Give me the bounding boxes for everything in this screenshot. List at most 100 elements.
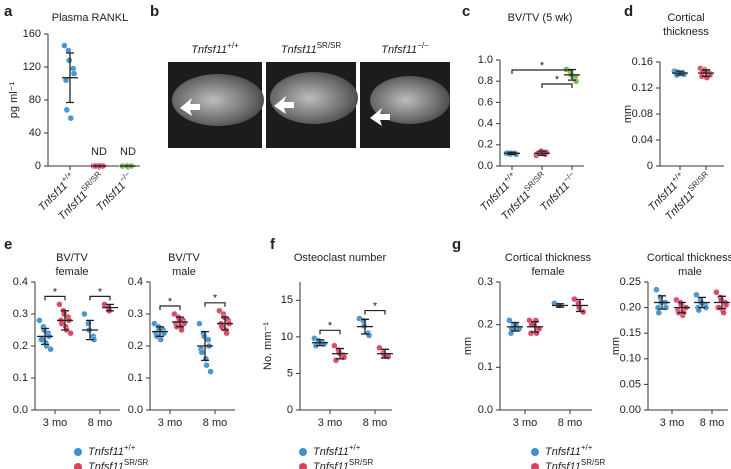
panel: e BV/TV female 0.0 0.1 0.2 0.3 0.4 3 mo 8 mo * * Tnf… [4, 236, 149, 469]
y-tick-label: 0.08 [632, 108, 653, 120]
image-label: Tnfsf11−/− [381, 41, 429, 56]
y-tick-label: 0.4 [478, 118, 493, 130]
y-tick-label: 0 [287, 404, 293, 416]
legend-marker [299, 463, 307, 469]
error-bar [381, 348, 389, 359]
error-bar [698, 296, 706, 309]
y-tick-label: 0.10 [620, 353, 641, 365]
data-point [703, 74, 710, 81]
y-tick-label: 0.2 [478, 319, 493, 331]
data-point [61, 42, 68, 49]
y-tick-label: 0.3 [13, 308, 28, 320]
panel-letter: g [452, 236, 461, 253]
y-tick-label: 0.15 [620, 327, 641, 339]
panel: Cortical thickness male mm 0.00 0.05 0.10 0.15… [610, 252, 731, 429]
y-tick-label: 0.12 [632, 82, 653, 94]
y-tick-label: 0.1 [128, 372, 143, 384]
error-bar [176, 316, 184, 328]
axes [149, 282, 235, 411]
data-point [532, 317, 539, 324]
chart-title: male [678, 266, 702, 278]
y-tick-label: 0.0 [478, 404, 493, 416]
x-tick-label: 3 mo [318, 417, 342, 429]
chart-title: female [55, 266, 88, 278]
chart-title: BV/TV [56, 252, 88, 264]
chart-title: BV/TV [168, 252, 200, 264]
image-label: Tnfsf11SR/SR [281, 41, 342, 56]
y-tick-label: 0 [35, 160, 41, 172]
data-point [198, 349, 206, 356]
chart-title: Plasma RANKL [52, 12, 128, 24]
y-tick-label: 0.00 [620, 404, 641, 416]
data-point [178, 326, 185, 334]
error-bar [66, 52, 74, 104]
y-tick-label: 0.0 [478, 160, 493, 172]
chart-title: Cortical thickness [505, 252, 592, 264]
data-point [204, 336, 212, 343]
xray-images [168, 62, 450, 148]
chart-title: female [531, 266, 564, 278]
data-point [65, 57, 73, 64]
data-point [63, 106, 71, 114]
data-point [361, 322, 368, 330]
y-tick-label: 0.0 [13, 404, 28, 416]
panel-letter: a [4, 3, 13, 20]
y-tick-label: 80 [29, 94, 41, 106]
legend-label: Tnfsf11+/+ [313, 443, 361, 458]
chart-title: Cortical thickness [647, 252, 731, 264]
error-bar [508, 151, 516, 155]
xray-image [360, 62, 450, 148]
data-point [713, 289, 720, 296]
y-tick-label: 0.1 [13, 372, 28, 384]
y-axis-label: mm [622, 105, 634, 123]
y-tick-label: 0.2 [128, 340, 143, 352]
legend-marker [531, 463, 539, 469]
y-tick-label: 0.04 [632, 134, 653, 146]
legend-label: Tnfsf11SR/SR [88, 458, 149, 469]
panel: f Osteoclast number No. mm⁻¹ 0 5 10 15 3 mo 8 mo… [262, 236, 393, 469]
y-tick-label: 0.6 [478, 96, 493, 108]
data-point [56, 301, 63, 308]
error-bar [658, 295, 666, 310]
significance-label: * [213, 293, 218, 305]
significance-label: * [555, 74, 560, 86]
x-tick-label: 8 mo [700, 417, 724, 429]
y-tick-label: 0.8 [478, 75, 493, 87]
error-bar [316, 339, 324, 347]
error-bar [678, 301, 686, 314]
legend-marker [74, 448, 82, 456]
significance-label: * [373, 300, 378, 312]
error-bar [702, 69, 710, 77]
data-point [655, 309, 662, 316]
y-tick-label: 0.4 [13, 276, 28, 288]
data-point [36, 317, 43, 324]
chart-title: male [172, 266, 196, 278]
error-bar [106, 303, 114, 312]
panel-letter: c [462, 3, 470, 20]
panel-letter: b [150, 3, 159, 20]
significance-bracket [89, 295, 111, 301]
panel: d Corticalthicknessmm00.040.080.120.16Tnf… [622, 3, 724, 223]
image-label: Tnfsf11+/+ [191, 41, 239, 56]
panel: BV/TV male 0.0 0.1 0.2 0.3 0.4 3 mo 8 mo * * [128, 252, 235, 429]
error-bar [538, 150, 546, 157]
group-label: ND [91, 146, 107, 158]
significance-bracket [319, 329, 341, 335]
y-tick-label: 10 [281, 331, 293, 343]
data-point [67, 330, 74, 337]
significance-label: * [168, 296, 173, 308]
legend-label: Tnfsf11+/+ [545, 443, 593, 458]
data-point [70, 70, 78, 77]
x-tick-label: 3 mo [660, 417, 684, 429]
y-tick-label: 160 [23, 28, 41, 40]
significance-bracket [44, 295, 66, 301]
data-point [506, 317, 513, 324]
significance-label: * [53, 286, 58, 298]
x-tick-label: 8 mo [363, 417, 387, 429]
panel-letter: e [4, 236, 12, 253]
y-axis-label: mm [462, 337, 474, 355]
y-tick-label: 40 [29, 127, 41, 139]
y-axis-label: pg ml⁻¹ [8, 81, 20, 118]
data-point [331, 342, 338, 349]
